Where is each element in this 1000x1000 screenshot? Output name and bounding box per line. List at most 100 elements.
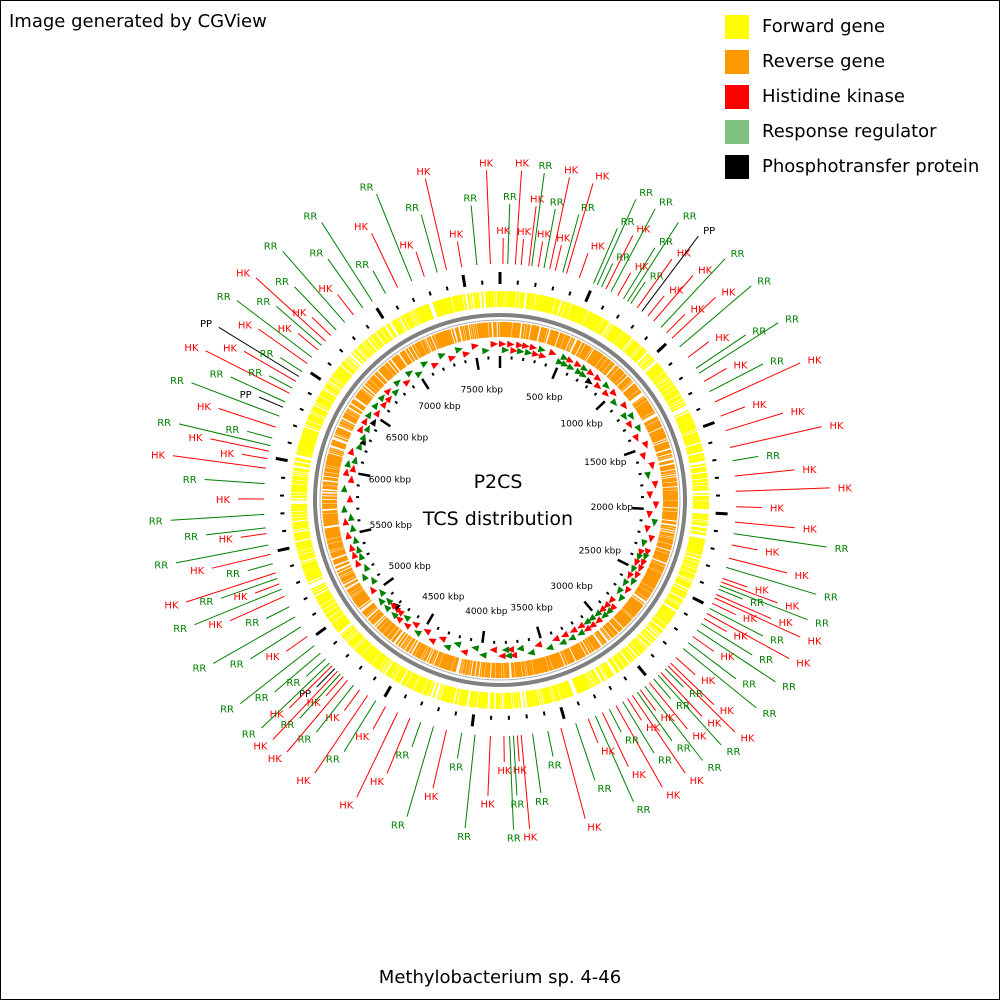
forward-gene [680, 425, 696, 433]
forward-gene [598, 320, 609, 335]
callout-line [653, 275, 694, 322]
reverse-gene [381, 621, 393, 634]
reverse-gene [507, 322, 510, 338]
legend-label: Response regulator [762, 121, 937, 142]
reverse-gene [435, 652, 443, 667]
callout-line [282, 251, 346, 323]
reverse-gene [451, 656, 457, 672]
reverse-gene [641, 412, 656, 421]
forward-gene [390, 664, 401, 679]
callout-line [258, 396, 284, 408]
reverse-gene [382, 365, 394, 378]
tcs-marker [644, 471, 651, 480]
reverse-gene [406, 638, 416, 653]
scale-tick [371, 562, 375, 566]
forward-gene [335, 618, 349, 630]
forward-gene [335, 619, 349, 631]
reverse-gene [660, 469, 676, 474]
callout-label: RR [286, 678, 300, 689]
forward-gene [615, 332, 626, 346]
forward-gene [680, 567, 696, 574]
forward-gene [584, 311, 593, 327]
forward-gene [688, 538, 705, 544]
callout-label: RR [297, 734, 311, 745]
forward-gene [535, 689, 540, 706]
reverse-gene [326, 460, 342, 465]
forward-gene [411, 310, 420, 326]
callout-label: HK [795, 571, 810, 582]
tcs-marker [601, 389, 609, 397]
tcs-marker [548, 348, 557, 356]
forward-gene [356, 640, 369, 653]
forward-gene [543, 687, 549, 704]
forward-gene [607, 659, 618, 674]
forward-gene [481, 692, 485, 709]
callout-label: RR [255, 693, 269, 704]
reverse-gene [645, 571, 660, 580]
tcs-marker [397, 609, 405, 617]
tcs-marker [392, 379, 401, 387]
forward-gene [545, 687, 551, 704]
callout-label: HK [779, 618, 794, 629]
forward-gene [342, 626, 356, 638]
forward-gene [576, 676, 584, 692]
forward-gene [672, 585, 688, 594]
tcs-marker [384, 395, 393, 404]
ruler-tick [576, 701, 580, 706]
callout-label: RR [226, 569, 240, 580]
reverse-gene [339, 422, 354, 430]
reverse-gene [629, 391, 642, 402]
forward-gene [562, 682, 570, 698]
forward-gene [301, 559, 317, 567]
callout-label: RR [616, 252, 630, 263]
forward-gene [673, 583, 689, 592]
ruler-tick [411, 297, 416, 303]
reverse-gene [564, 649, 572, 664]
scale-tick [436, 626, 440, 631]
callout-label: HK [791, 407, 806, 418]
forward-gene [508, 291, 511, 308]
forward-gene [291, 511, 308, 514]
forward-gene [293, 467, 310, 472]
reverse-gene [420, 645, 429, 660]
reverse-gene [643, 576, 657, 586]
callout-label: HK [720, 652, 735, 663]
forward-gene [292, 473, 309, 477]
tcs-marker [545, 643, 554, 650]
reverse-gene [323, 477, 339, 481]
reverse-gene [404, 637, 414, 652]
forward-gene [666, 596, 681, 606]
forward-gene [692, 514, 709, 517]
legend-label: Forward gene [762, 16, 886, 37]
callout-label: HK [515, 159, 530, 170]
forward-gene [650, 369, 664, 381]
callout-label: HK [838, 484, 853, 495]
scale-label: 7000 kbp [418, 402, 461, 412]
ruler-tick [351, 336, 356, 341]
reverse-gene [324, 526, 340, 531]
reverse-gene [593, 354, 604, 368]
forward-gene [513, 692, 516, 709]
forward-gene [316, 398, 332, 408]
forward-gene [450, 687, 456, 704]
forward-gene [477, 292, 481, 309]
callout-line [722, 577, 748, 588]
reverse-gene [626, 602, 639, 613]
reverse-gene [402, 636, 412, 650]
forward-gene [627, 643, 640, 657]
reverse-gene [619, 609, 632, 621]
forward-gene [688, 537, 705, 543]
tcs-marker [363, 425, 370, 434]
tcs-marker [584, 377, 593, 385]
tcs-marker [412, 621, 421, 629]
forward-gene [691, 476, 708, 480]
forward-gene [425, 304, 433, 320]
scale-tick [376, 572, 381, 577]
forward-gene [574, 677, 582, 693]
tcs-marker [423, 629, 432, 636]
reverse-gene [479, 323, 483, 339]
reverse-gene [537, 326, 543, 342]
callout-label: RR [770, 356, 784, 367]
reverse-gene [337, 427, 352, 435]
reverse-gene [614, 373, 627, 385]
